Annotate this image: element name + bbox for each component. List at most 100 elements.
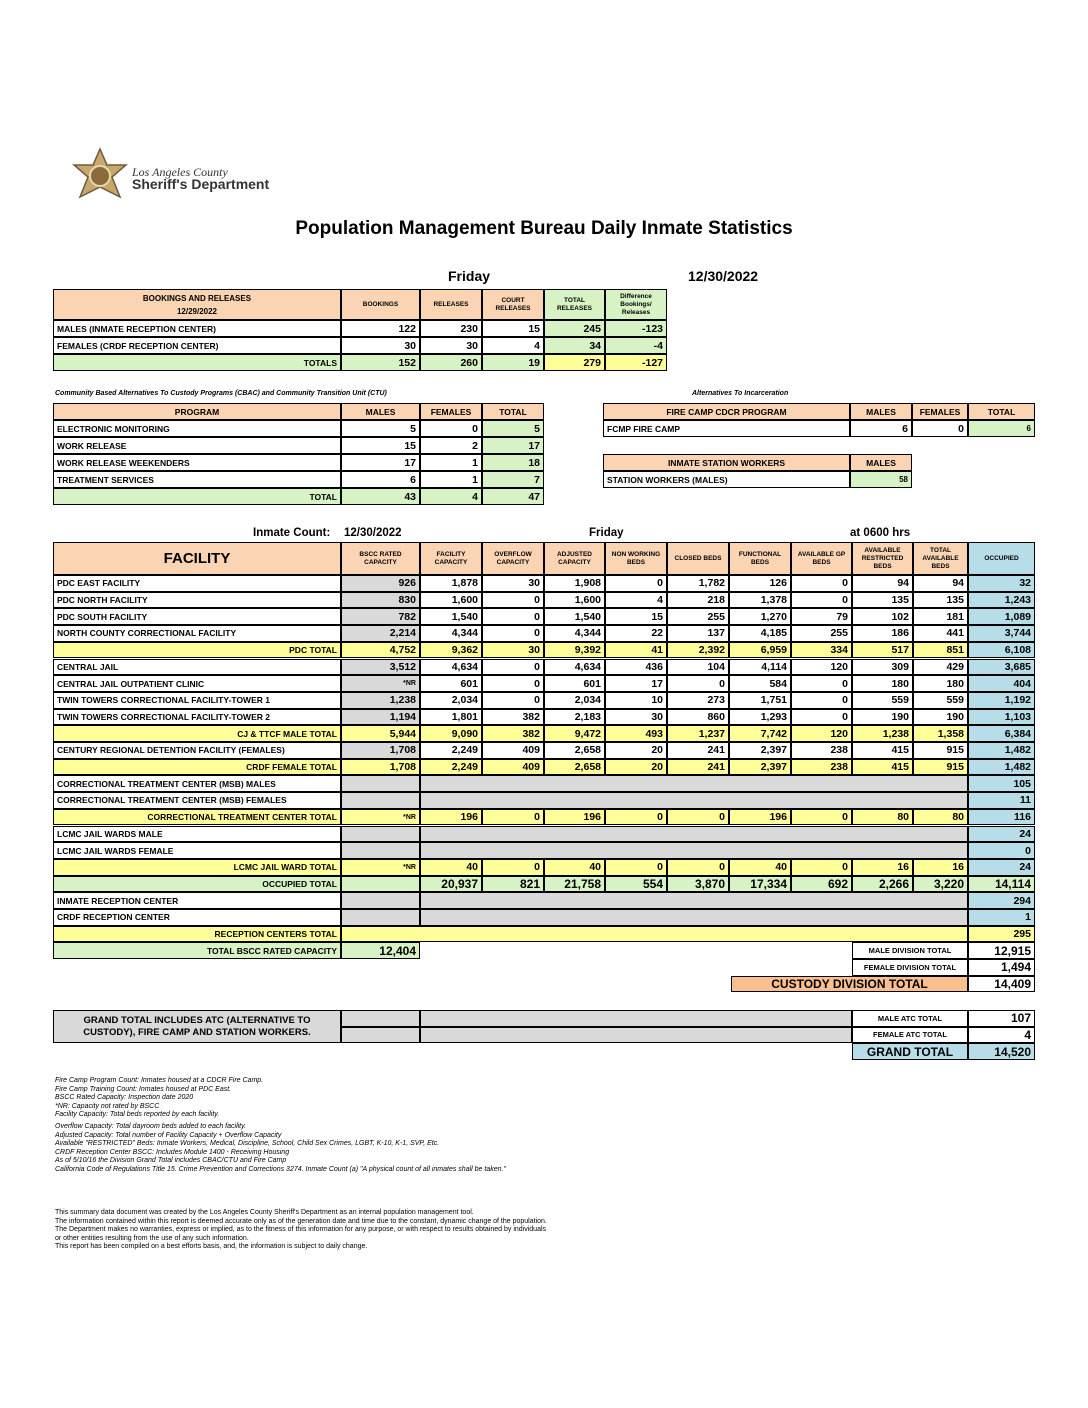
facility-cell: 2,034 [420, 691, 482, 709]
facility-cell: 1,908 [544, 575, 605, 592]
bscc-empty [341, 775, 420, 793]
occupied-cell: 0 [968, 842, 1035, 859]
bscc-cell: *NR [341, 858, 420, 876]
facility-cell: 4,634 [420, 658, 482, 676]
facility-cell: 1,751 [729, 691, 791, 709]
facility-cell: 30 [605, 708, 667, 726]
facility-cell: 2,266 [852, 875, 913, 893]
facility-cell: 15 [605, 608, 667, 626]
occupied-cell: 3,744 [968, 625, 1035, 642]
facility-cell: 120 [791, 658, 852, 676]
occupied-cell: 404 [968, 675, 1035, 692]
facility-cell: 0 [791, 591, 852, 609]
facility-cell: 0 [482, 858, 544, 876]
program-cell: 18 [482, 454, 544, 471]
facility-cell: 241 [667, 742, 729, 759]
facility-cell: 4,185 [729, 625, 791, 642]
facility-cell: 3,870 [667, 875, 729, 893]
facility-cell: 915 [913, 758, 968, 776]
programs-caption: Community Based Alternatives To Custody … [55, 390, 387, 397]
bookings-cell: 30 [420, 337, 482, 354]
disclaimer-line: The Department makes no warranties, expr… [55, 1226, 547, 1234]
logo-line1: Los Angeles County [132, 165, 228, 179]
bscc-cell: *NR [341, 675, 420, 692]
yellow-span [341, 925, 968, 943]
fire-camp-header: FEMALES [912, 403, 968, 420]
occupied-cell: 1,192 [968, 691, 1035, 709]
facility-cell: 40 [544, 858, 605, 876]
program-cell: 1 [420, 471, 482, 488]
facility-row-label: OCCUPIED TOTAL [53, 875, 341, 893]
facility-cell: 2,034 [544, 691, 605, 709]
facility-cell: 821 [482, 875, 544, 893]
facility-column-header: OCCUPIED [968, 542, 1035, 575]
station-header: MALES [850, 454, 912, 471]
programs-column-header: PROGRAM [53, 403, 341, 420]
bookings-cell: 30 [341, 337, 420, 354]
program-cell: 43 [341, 488, 420, 505]
facility-cell: 1,293 [729, 708, 791, 726]
disclaimer-line: This report has been compiled on a best … [55, 1243, 368, 1251]
atc-label: MALE ATC TOTAL [852, 1010, 968, 1027]
fire-camp-header: FIRE CAMP CDCR PROGRAM [603, 403, 850, 420]
facility-column-header: OVERFLOW CAPACITY [482, 542, 544, 575]
bookings-row-label: MALES (INMATE RECEPTION CENTER) [53, 320, 341, 337]
bookings-header-cell: BOOKINGS AND RELEASES 12/29/2022 [53, 289, 341, 320]
facility-cell: 255 [791, 625, 852, 642]
bscc-cell: 926 [341, 575, 420, 592]
program-cell: 5 [482, 420, 544, 437]
facility-row-label: LCMC JAIL WARD TOTAL [53, 858, 341, 876]
date: 12/30/2022 [688, 268, 759, 284]
facility-cell: 238 [791, 758, 852, 776]
facility-row-label: CORRECTIONAL TREATMENT CENTER TOTAL [53, 808, 341, 826]
bookings-cell: 245 [544, 320, 605, 337]
bookings-cell: 34 [544, 337, 605, 354]
gray-span [420, 775, 968, 793]
facility-cell: 2,658 [544, 758, 605, 776]
bookings-cell: 152 [341, 354, 420, 371]
facility-cell: 238 [791, 742, 852, 759]
facility-cell: 559 [913, 691, 968, 709]
facility-cell: 21,758 [544, 875, 605, 893]
bookings-row-label: TOTALS [53, 354, 341, 371]
facility-column-header: CLOSED BEDS [667, 542, 729, 575]
facility-cell: 0 [791, 691, 852, 709]
fire-camp-cell: 0 [912, 420, 968, 437]
facility-cell: 1,540 [420, 608, 482, 626]
programs-column-header: MALES [341, 403, 420, 420]
facility-cell: 0 [605, 575, 667, 592]
facility-row-label: PDC TOTAL [53, 641, 341, 659]
facility-cell: 559 [852, 691, 913, 709]
facility-cell: 1,270 [729, 608, 791, 626]
facility-cell: 218 [667, 591, 729, 609]
facility-cell: 0 [791, 575, 852, 592]
facility-column-header: FACILITY [53, 542, 341, 575]
grand-label: GRAND TOTAL [852, 1043, 968, 1060]
facility-cell: 0 [482, 675, 544, 692]
bookings-cell: 230 [420, 320, 482, 337]
facility-cell: 4 [605, 591, 667, 609]
facility-row-label: CENTURY REGIONAL DETENTION FACILITY (FEM… [53, 742, 341, 759]
disclaimer-line: This summary data document was created b… [55, 1209, 474, 1216]
facility-cell: 601 [544, 675, 605, 692]
facility-cell: 9,472 [544, 725, 605, 742]
bscc-cell: 2,214 [341, 625, 420, 642]
facility-cell: 17,334 [729, 875, 791, 893]
gray-cell [341, 1010, 420, 1027]
program-label: WORK RELEASE WEEKENDERS [53, 454, 341, 471]
bookings-cell: 260 [420, 354, 482, 371]
facility-column-header: FACILITY CAPACITY [420, 542, 482, 575]
facility-cell: 9,392 [544, 641, 605, 659]
bscc-cell: 12,404 [341, 942, 420, 960]
facility-cell: 1,238 [852, 725, 913, 742]
note-line: Overflow Capacity: Total dayroom beds ad… [55, 1123, 247, 1130]
bookings-column-header: COURT RELEASES [482, 289, 544, 320]
gray-span [420, 892, 968, 909]
facility-cell: 0 [605, 858, 667, 876]
occupied-cell: 3,685 [968, 658, 1035, 676]
facility-cell: 80 [913, 808, 968, 826]
bscc-empty [341, 825, 420, 843]
bscc-empty [341, 792, 420, 809]
gray-span [420, 792, 968, 809]
note-line: As of 5/10/16 the Division Grand Total i… [55, 1157, 287, 1165]
